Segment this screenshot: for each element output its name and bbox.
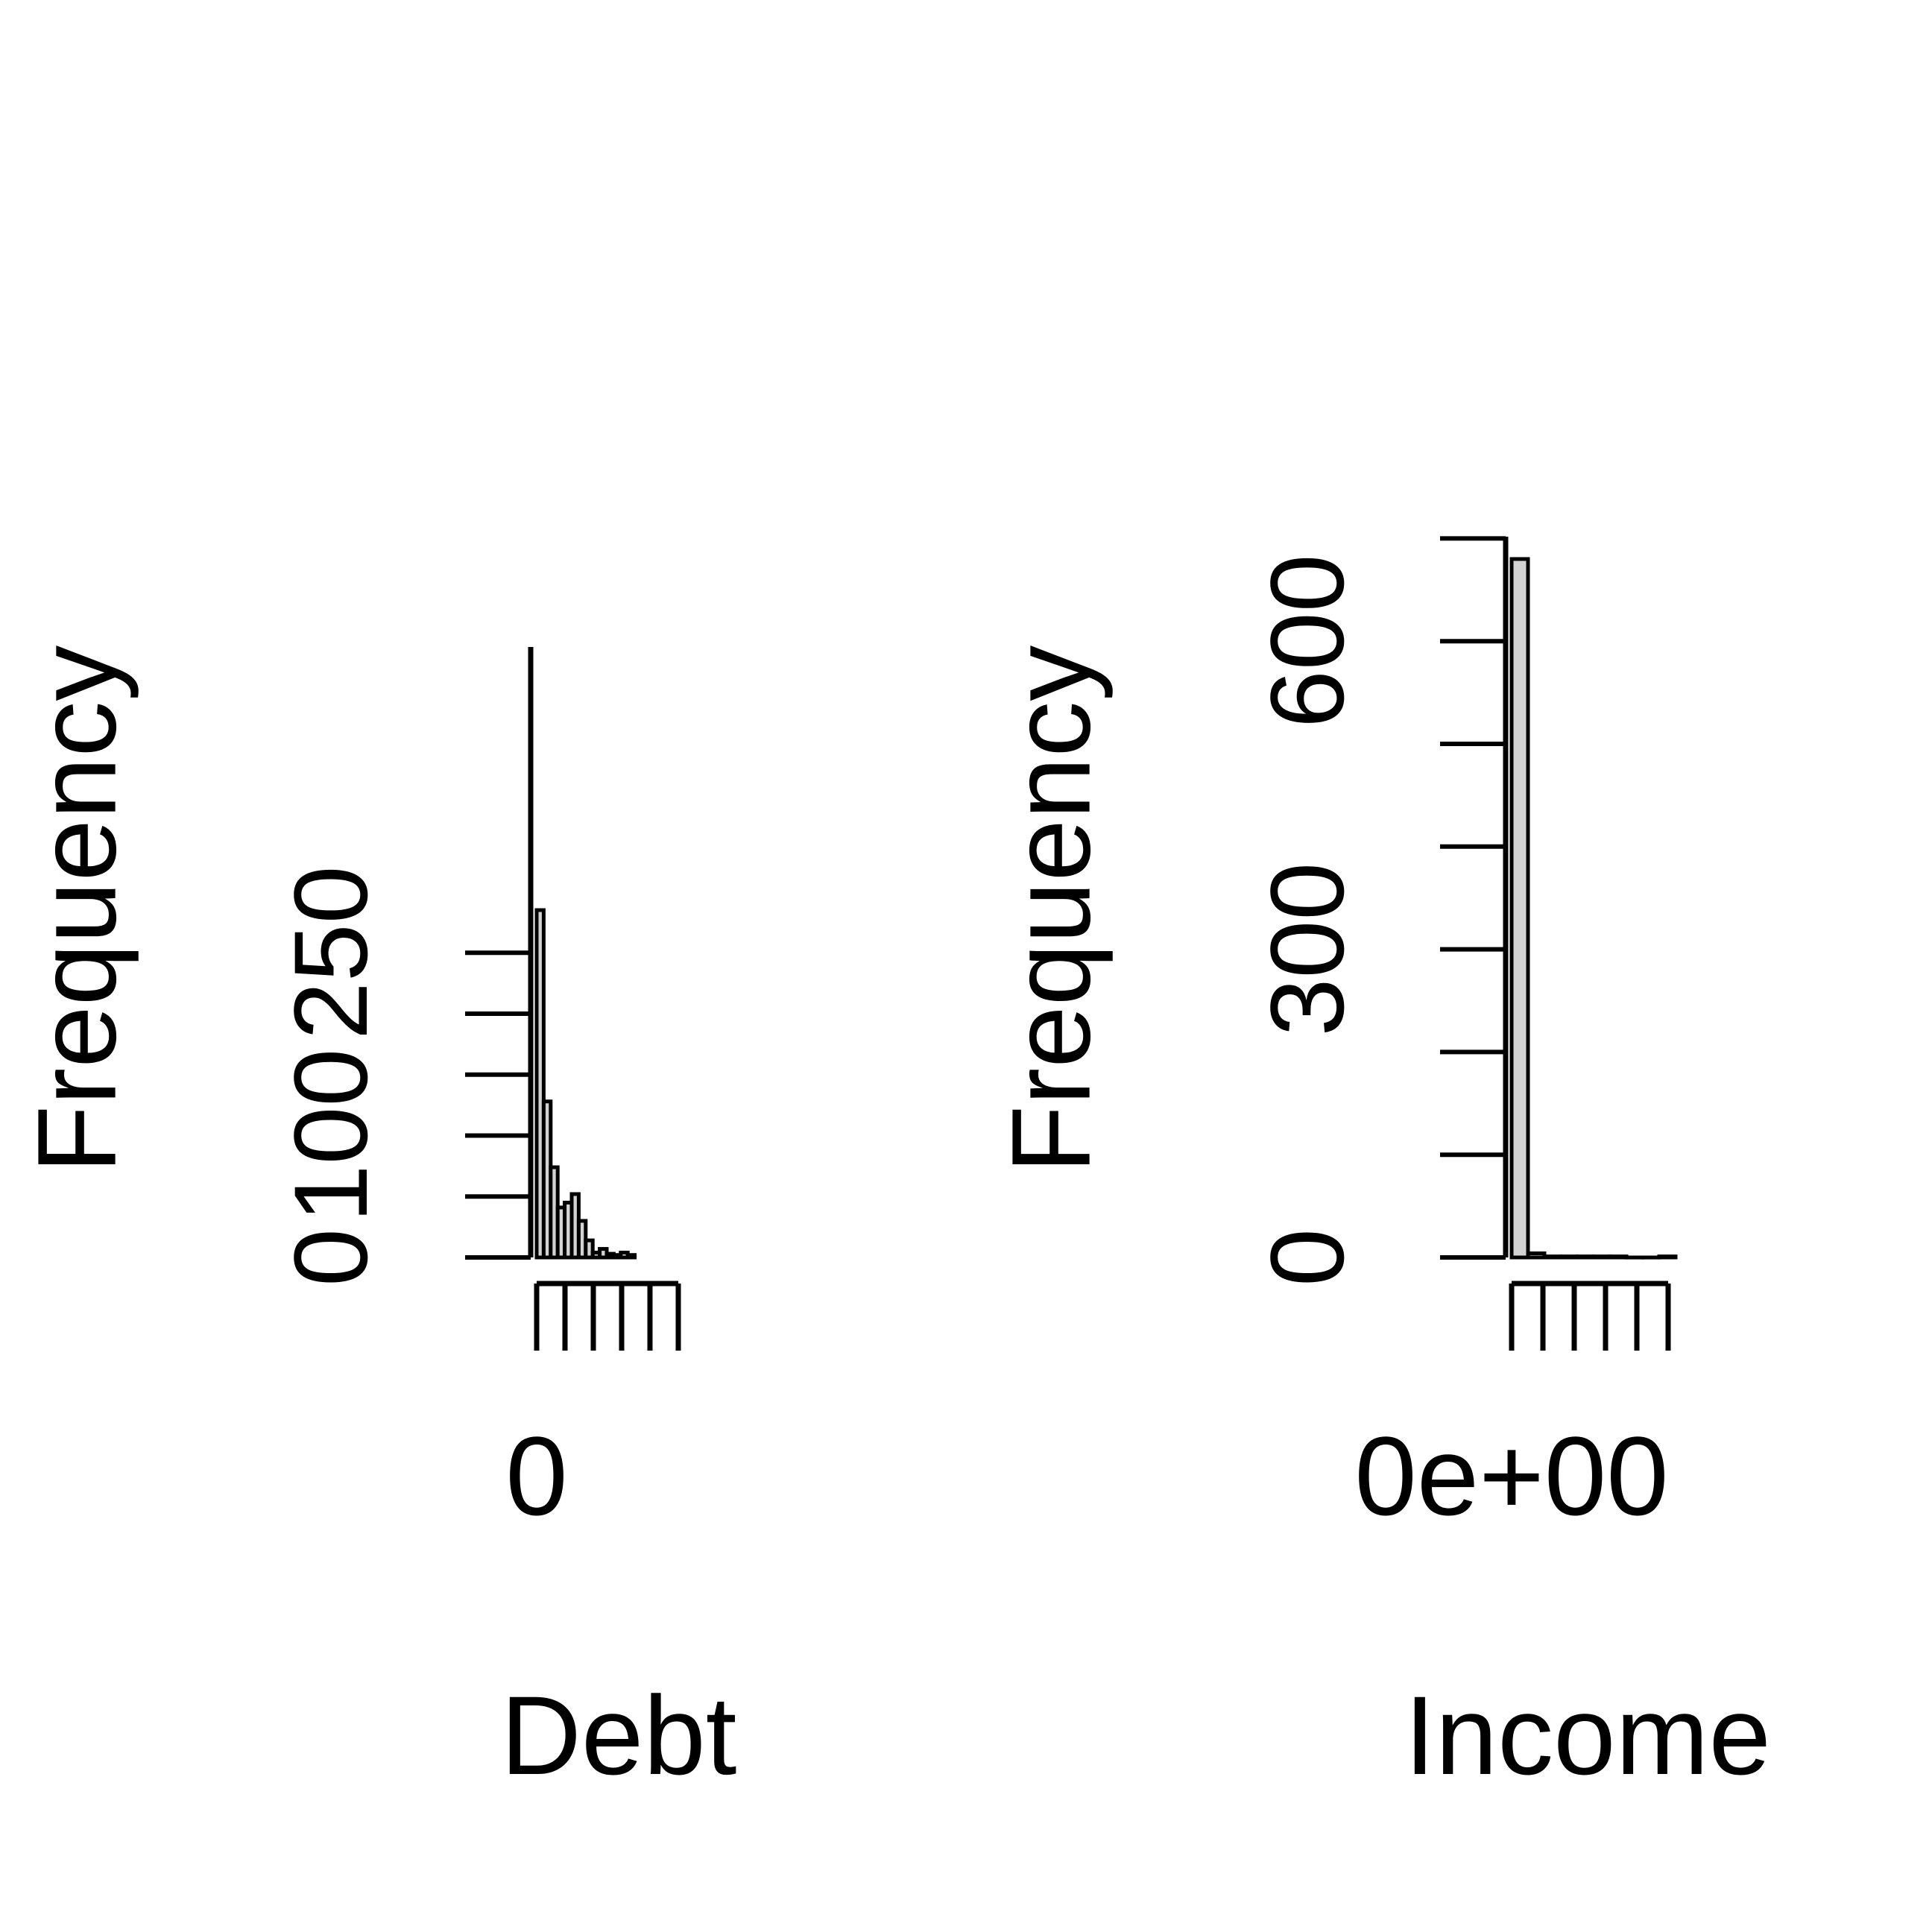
x-tick-label: 0e+00 [1354,1413,1668,1538]
x-axis-title: Income [1404,1673,1771,1798]
x-tick-label: 0 [505,1413,567,1538]
y-axis-title: Frequency [988,645,1114,1174]
y-tick-label: 0 [272,1228,389,1287]
histogram-bar [1526,1251,1547,1260]
histogram-bar [534,908,546,1260]
x-axis-title: Debt [501,1673,737,1798]
histogram-bar [584,1238,595,1260]
y-tick-label: 250 [272,865,389,1040]
histogram-bar [625,1253,637,1260]
income-histogram-panel: 0 300 600 Frequency 0e+00 Income [988,536,1771,1798]
y-tick-label: 300 [1248,862,1366,1037]
histogram-bar [1509,557,1530,1260]
y-tick-label: 100 [272,1049,389,1223]
y-axis-title: Frequency [14,645,139,1174]
y-tick-label: 600 [1248,554,1366,728]
y-tick-label: 0 [1248,1228,1366,1287]
